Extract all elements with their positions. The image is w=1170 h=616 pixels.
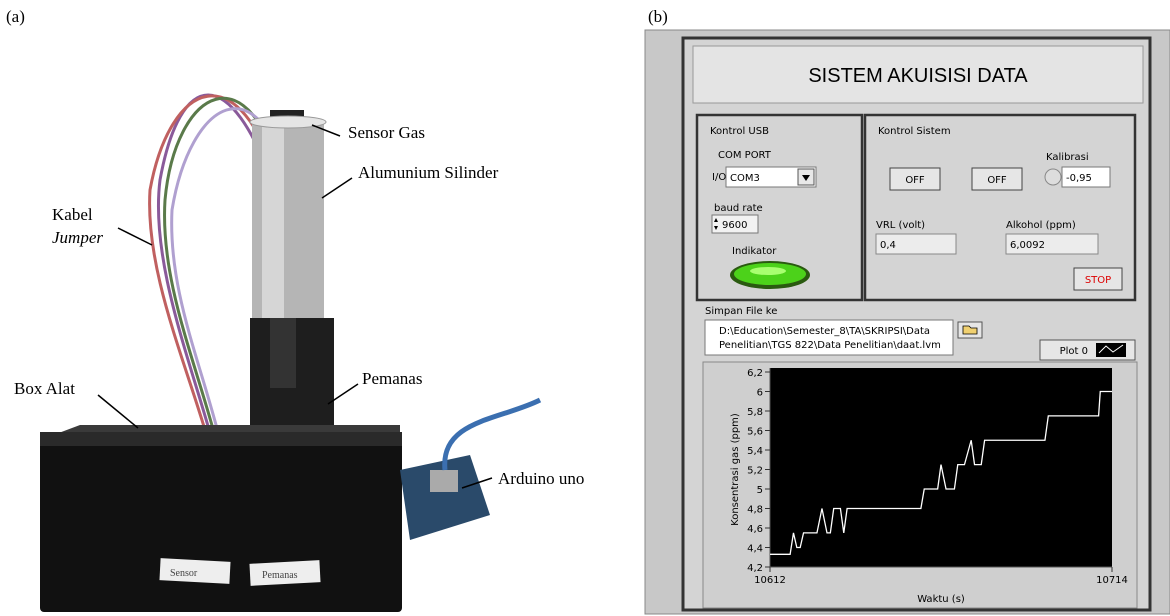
annotation: Sensor Gas <box>348 123 425 142</box>
spin-control[interactable] <box>1045 169 1061 185</box>
label: COM PORT <box>718 150 772 161</box>
title: SISTEM AKUISISI DATA <box>808 65 1028 87</box>
y-tick-label: 6 <box>757 388 763 399</box>
label: Alkohol (ppm) <box>1006 220 1076 231</box>
y-tick-label: 5,8 <box>747 407 763 418</box>
y-axis-label: Konsentrasi gas (ppm) <box>730 413 741 526</box>
button-label: OFF <box>987 175 1007 186</box>
x-axis-label: Waktu (s) <box>917 594 965 605</box>
legend-entry: Plot 0 <box>1060 346 1088 357</box>
panel-label: (b) <box>648 7 668 26</box>
x-tick-label: 10612 <box>754 575 786 586</box>
label: baud rate <box>714 203 763 214</box>
kalibrasi-value: -0,95 <box>1066 173 1092 184</box>
label: VRL (volt) <box>876 220 925 231</box>
path-line: Penelitian\TGS 822\Data Penelitian\daat.… <box>719 340 941 351</box>
y-tick-label: 5,2 <box>747 466 763 477</box>
annotation: Kabel <box>52 205 93 224</box>
y-tick-label: 4,6 <box>747 524 763 535</box>
x-tick-label: 10714 <box>1096 575 1128 586</box>
y-tick-label: 5,6 <box>747 427 763 438</box>
annotation: Alumunium Silinder <box>358 163 499 182</box>
y-tick-label: 6,2 <box>747 368 763 379</box>
vrl-value: 0,4 <box>880 240 896 251</box>
box-label: Pemanas <box>262 570 298 581</box>
baud-rate-value: 9600 <box>722 220 747 231</box>
y-tick-label: 4,2 <box>747 563 763 574</box>
label: Indikator <box>732 246 777 257</box>
annotation: Box Alat <box>14 379 75 398</box>
box-label: Sensor <box>170 568 198 579</box>
group-title: Kontrol Sistem <box>878 126 951 137</box>
icon: I/O <box>712 172 726 183</box>
y-tick-label: 4,4 <box>747 544 763 555</box>
alkohol-value: 6,0092 <box>1010 240 1045 251</box>
figure: (a) Sensor Gas Alumunium Silinder Kabe <box>0 0 1170 616</box>
plot: 4,2 4,4 4,6 4,8 5 5,2 5,4 5,6 5,8 6 6,2 10612 10714 W… <box>730 346 1128 605</box>
y-tick-label: 5 <box>757 485 763 496</box>
y-tick-label: 5,4 <box>747 446 763 457</box>
annotation: Arduino uno <box>498 469 584 488</box>
panel-label: (a) <box>6 7 25 26</box>
button-label: STOP <box>1085 275 1111 286</box>
label: Simpan File ke <box>705 306 777 317</box>
y-tick-label: 4,8 <box>747 505 763 516</box>
annotation: Jumper <box>52 228 103 247</box>
annotation: Pemanas <box>362 369 422 388</box>
group-title: Kontrol USB <box>710 126 769 137</box>
path-line: D:\Education\Semester_8\TA\SKRIPSI\Data <box>719 326 930 337</box>
button-label: OFF <box>905 175 925 186</box>
com-port-value: COM3 <box>730 173 760 184</box>
label: Kalibrasi <box>1046 152 1089 163</box>
